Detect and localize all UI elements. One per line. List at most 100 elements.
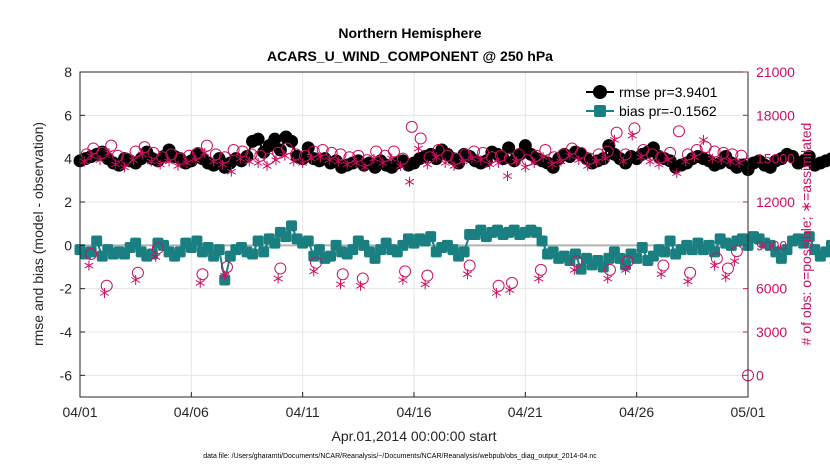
series-bias-point	[369, 252, 381, 264]
possible-obs-point	[684, 266, 697, 279]
assimilated-obs-point	[431, 152, 441, 163]
assimilated-obs-point	[556, 156, 566, 167]
series-bias-point	[659, 246, 670, 258]
possible-obs-point	[421, 269, 434, 282]
assimilated-obs-point	[681, 156, 691, 167]
possible-obs-point	[570, 255, 583, 268]
assimilated-obs-point	[636, 152, 646, 163]
series-bias-point	[213, 244, 225, 256]
assimilated-obs-point	[716, 155, 726, 166]
assimilated-obs-point	[600, 153, 611, 164]
series-rmse-point	[285, 134, 299, 148]
assimilated-obs-point	[420, 279, 430, 290]
assimilated-obs-point	[404, 176, 415, 187]
assimilated-obs-point	[280, 150, 290, 161]
assimilated-obs-point	[476, 155, 486, 166]
y-right-tick-label: 6000	[756, 281, 787, 297]
assimilated-obs-point	[253, 158, 263, 168]
axis-ticks: 04/01 04/06 04/11 04/16 04/21 04/26 05/01 -6 -4 -…	[60, 64, 796, 420]
series-bias-point	[826, 239, 830, 251]
series-bias-point	[458, 246, 470, 258]
y-left-tick-label: -6	[60, 367, 73, 383]
assimilated-obs-point	[698, 134, 709, 145]
assimilated-obs-point	[565, 150, 575, 161]
assimilated-obs-point	[494, 158, 504, 168]
assimilated-obs-point	[342, 159, 352, 170]
assimilated-obs-point	[398, 275, 408, 285]
series-bias-point	[258, 246, 270, 258]
y-left-tick-label: -4	[60, 324, 73, 340]
assimilated-obs-point	[583, 160, 593, 171]
assimilated-obs-point	[534, 273, 544, 284]
possible-obs-point	[463, 259, 476, 272]
assimilated-obs-point	[200, 147, 210, 158]
x-tick-label: 04/06	[174, 404, 209, 420]
legend: rmse pr=3.9401 bias pr=-0.1562	[586, 84, 718, 119]
assimilated-obs-point	[355, 280, 366, 291]
y-left-tick-label: -2	[60, 281, 73, 297]
x-tick-label: 04/11	[286, 404, 320, 420]
assimilated-obs-point	[574, 155, 584, 166]
assimilated-obs-point	[128, 155, 139, 166]
assimilated-obs-point	[485, 159, 495, 170]
assimilated-obs-point	[351, 158, 361, 168]
x-tick-label: 04/16	[396, 404, 431, 420]
assimilated-obs-point	[309, 266, 319, 277]
assimilated-obs-point	[262, 160, 272, 171]
possible-obs-point	[405, 120, 418, 133]
possible-obs-point	[721, 262, 734, 275]
possible-obs-point	[603, 263, 616, 276]
assimilated-obs-point	[538, 152, 548, 163]
possible-obs-point	[227, 144, 240, 156]
possible-obs-point	[672, 125, 685, 138]
series-bias-point	[425, 231, 437, 243]
series-bias-point	[174, 246, 186, 258]
chart-subtitle: ACARS_U_WIND_COMPONENT @ 250 hPa	[267, 48, 553, 64]
assimilated-obs-point	[173, 160, 183, 171]
series-rmse-point	[502, 141, 516, 155]
assimilated-obs-point	[220, 270, 230, 281]
series-rmse-point	[268, 132, 282, 146]
series-bias-point	[347, 244, 359, 256]
assimilated-obs-point	[656, 269, 666, 280]
possible-obs-point	[220, 261, 233, 273]
series-bias-point	[252, 235, 264, 247]
assimilated-obs-point	[119, 162, 130, 173]
possible-obs-point	[120, 152, 133, 165]
assimilated-obs-point	[458, 156, 468, 167]
y-right-tick-label: 18000	[756, 107, 795, 123]
assimilated-obs-point	[725, 156, 735, 167]
series-bias-point	[569, 248, 581, 260]
series-bias-point	[597, 261, 609, 273]
possible-obs-point	[310, 256, 323, 269]
y-left-tick-label: 6	[64, 107, 72, 123]
possible-obs-point	[151, 242, 164, 255]
series-bias-point	[280, 231, 292, 243]
series-bias-point	[575, 263, 587, 275]
series-bias-point	[781, 244, 793, 256]
assimilated-obs-point	[226, 166, 236, 177]
legend-bias-marker	[594, 105, 606, 117]
assimilated-obs-point	[95, 155, 105, 166]
y-left-tick-label: 4	[64, 151, 72, 167]
assimilated-obs-point	[627, 130, 637, 141]
assimilated-obs-point	[387, 153, 397, 164]
assimilated-obs-point	[99, 288, 110, 298]
assimilated-obs-point	[195, 277, 205, 288]
series-bias-point	[286, 220, 298, 232]
series-bias-point	[709, 246, 721, 258]
x-axis-label: Apr.01,2014 00:00:00 start	[331, 428, 496, 444]
series-bias-point	[91, 235, 103, 247]
series-bias-point	[664, 235, 676, 247]
legend-rmse-marker	[593, 85, 607, 99]
series-bias-point	[202, 242, 214, 253]
assimilated-obs-point	[111, 159, 121, 170]
assimilated-obs-point	[707, 153, 717, 164]
x-tick-label: 04/21	[508, 404, 543, 420]
y-axis-left-label: rmse and bias (model - observation)	[30, 122, 46, 346]
assimilated-obs-point	[86, 150, 96, 161]
series-bias-point	[85, 246, 97, 258]
series-assimilated-obs	[79, 130, 744, 298]
series-bias-point	[130, 237, 142, 249]
